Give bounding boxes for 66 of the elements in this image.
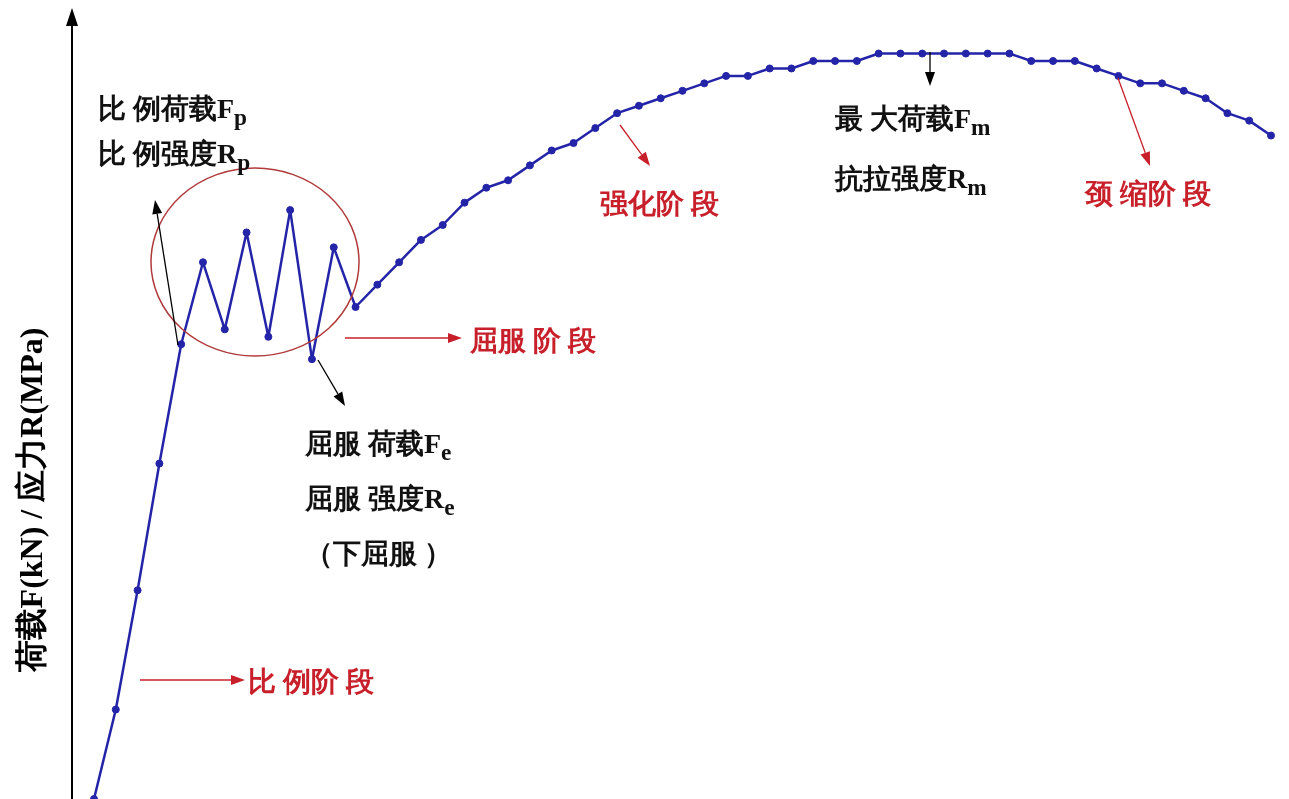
point — [329, 243, 338, 252]
point — [809, 57, 818, 65]
point — [1136, 79, 1145, 88]
annotation: 比 例强度R$_{p}$ — [98, 137, 251, 176]
point — [1070, 57, 1079, 65]
point — [177, 340, 186, 349]
point — [1114, 71, 1123, 80]
point — [482, 183, 491, 192]
point — [395, 258, 404, 267]
point — [1201, 94, 1210, 103]
annotation: 比 例阶 段 — [248, 665, 374, 699]
point — [918, 49, 927, 58]
point — [961, 49, 970, 58]
point — [438, 221, 447, 229]
point — [1223, 109, 1232, 118]
point — [831, 57, 840, 65]
point — [787, 64, 796, 73]
point — [242, 228, 251, 237]
point — [765, 64, 774, 73]
annotation: 比 例荷载F$_{p}$ — [98, 92, 248, 131]
point — [133, 586, 142, 595]
point — [852, 57, 861, 65]
point — [722, 71, 731, 80]
annotation: 屈服 阶 段 — [470, 324, 596, 358]
point — [504, 176, 513, 185]
point — [286, 206, 295, 215]
point — [1179, 86, 1188, 95]
annotation: 颈 缩阶 段 — [1085, 177, 1211, 211]
annotation: 屈服 荷载F$_{e}$ — [305, 427, 452, 466]
point — [874, 49, 883, 58]
point — [307, 355, 316, 364]
point — [155, 459, 164, 468]
point — [983, 49, 992, 58]
point — [700, 79, 709, 88]
point — [525, 161, 534, 170]
point — [678, 86, 687, 95]
point — [613, 109, 622, 118]
point — [591, 124, 600, 133]
point — [220, 325, 229, 334]
point — [940, 49, 949, 58]
point — [460, 198, 469, 207]
annotation: 屈服 强度R$_{e}$ — [305, 482, 455, 521]
point — [1267, 131, 1275, 140]
point — [634, 101, 643, 110]
point — [1049, 57, 1058, 65]
point — [743, 71, 752, 80]
point — [896, 49, 905, 58]
point — [547, 146, 556, 155]
point — [373, 280, 382, 289]
point — [416, 235, 425, 244]
point — [264, 332, 273, 341]
point — [1027, 57, 1036, 65]
annotation: 强化阶 段 — [600, 187, 719, 221]
y-axis-title: 荷载F(kN) / 应力R(MPa) — [12, 327, 50, 673]
point — [198, 258, 207, 267]
point — [1092, 64, 1101, 73]
point — [111, 705, 120, 714]
point — [351, 303, 360, 311]
annotation: （下屈服 ） — [305, 537, 452, 571]
point — [569, 139, 578, 147]
point — [1158, 79, 1167, 88]
point — [656, 94, 665, 103]
annotation: 最 大荷载F$_{m}$ — [835, 102, 991, 141]
point — [1005, 49, 1014, 58]
annotation: 抗拉强度R$_{m}$ — [835, 162, 987, 201]
point — [1245, 116, 1254, 125]
